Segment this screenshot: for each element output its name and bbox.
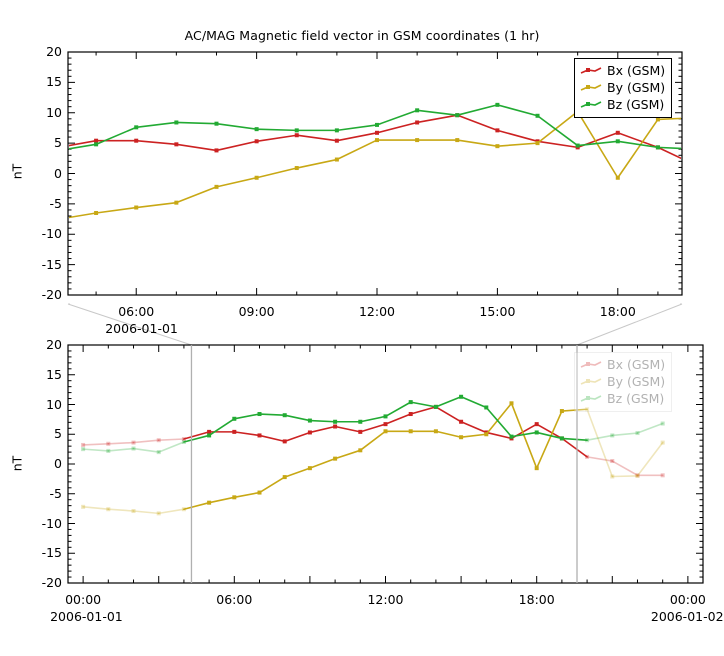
top-panel-legend: Bx (GSM) By (GSM) Bz (GSM) [574,58,673,118]
top-panel-axes [67,51,683,296]
bottom-ytick-15: 15 [46,366,62,382]
legend-label: Bx (GSM) [607,356,666,372]
line-marker-icon [580,65,602,77]
top-ytick-10: 10 [46,104,62,120]
legend-item-bx: Bx (GSM) [580,356,665,373]
legend-item-by: By (GSM) [580,79,665,96]
line-marker-icon [580,393,602,405]
page-title: AC/MAG Magnetic field vector in GSM coor… [184,28,540,43]
bottom-xtick-3: 18:00 [518,592,555,607]
top-ytick-neg20: -20 [41,287,62,302]
top-ytick-20: 20 [46,44,62,59]
bottom-xtick-2: 12:00 [367,592,404,607]
zoom-connector-lines [67,303,683,346]
top-xtick-0600: 06:00 [118,304,155,319]
bottom-panel-series [81,394,665,516]
bottom-ytick-20: 20 [46,337,62,352]
top-ytick-15: 15 [46,74,62,90]
legend-label: By (GSM) [607,79,666,95]
top-xtick-1200: 12:00 [358,304,396,319]
top-xtick-0900: 09:00 [238,304,275,319]
line-marker-icon [580,82,602,94]
bottom-ytick-neg10: -10 [41,515,62,531]
legend-label: Bz (GSM) [607,96,665,112]
legend-item-bz: Bz (GSM) [580,390,665,407]
legend-item-bx: Bx (GSM) [580,62,665,79]
bottom-ytick-10: 10 [46,396,62,412]
bottom-panel-legend: Bx (GSM) By (GSM) Bz (GSM) [574,352,673,412]
bottom-panel-axes [67,344,704,584]
legend-item-by: By (GSM) [580,373,665,390]
top-panel-series [69,102,681,219]
line-marker-icon [580,359,602,371]
selection-range-lines[interactable] [190,345,578,583]
bottom-ytick-neg20: -20 [41,575,62,590]
bottom-ytick-neg15: -15 [41,545,62,561]
bottom-ytick-neg5: -5 [49,485,62,501]
bottom-panel-date-label-left: 2006-01-01 [50,609,123,624]
line-marker-icon [580,99,602,111]
bottom-ytick-5: 5 [54,426,62,442]
top-ytick-neg10: -10 [41,226,62,242]
top-ytick-neg15: -15 [41,256,62,272]
legend-label: Bx (GSM) [607,62,666,78]
line-marker-icon [580,376,602,388]
bottom-panel-date-label-right: 2006-01-02 [650,609,724,624]
legend-label: Bz (GSM) [607,390,665,406]
legend-item-bz: Bz (GSM) [580,96,665,113]
top-ytick-neg5: -5 [49,195,62,211]
top-xtick-1500: 15:00 [479,304,516,319]
legend-label: By (GSM) [607,373,666,389]
top-xtick-1800: 18:00 [599,304,636,319]
top-panel-date-label: 2006-01-01 [105,321,178,336]
bottom-xtick-4: 00:00 [669,592,706,607]
bottom-ytick-0: 0 [54,456,62,471]
top-ytick-0: 0 [54,165,62,181]
top-ytick-5: 5 [54,135,62,151]
bottom-xtick-1: 06:00 [216,592,253,607]
bottom-xtick-0: 00:00 [65,592,102,607]
